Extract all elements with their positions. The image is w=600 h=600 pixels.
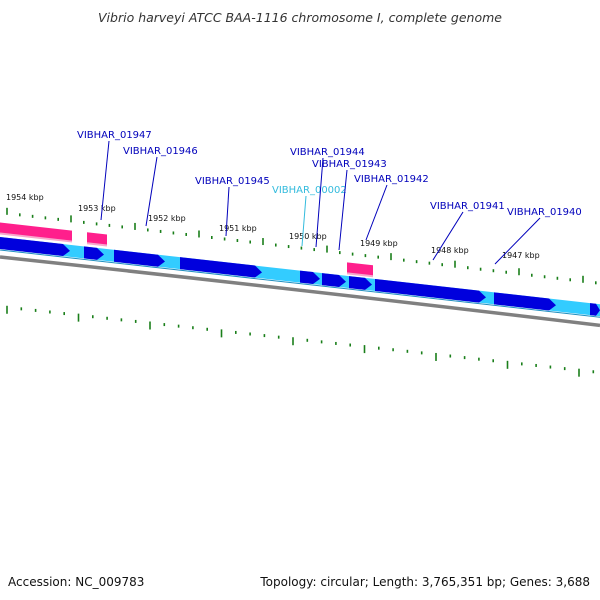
inner-tick-track xyxy=(6,305,595,377)
kbp-label: 1953 kbp xyxy=(78,204,116,213)
reverse-feature[interactable] xyxy=(347,262,373,277)
gene-label-leader xyxy=(301,195,307,247)
gene-label-leader xyxy=(338,169,348,251)
kbp-label: 1949 kbp xyxy=(360,239,398,248)
outer-tick-track xyxy=(6,207,597,285)
kbp-label: 1951 kbp xyxy=(219,224,257,233)
gene-label-leader xyxy=(225,186,230,237)
gene-label-leader xyxy=(100,140,110,221)
gene-label[interactable]: VIBHAR_01941 xyxy=(430,201,505,212)
gene-label[interactable]: VIBHAR_01947 xyxy=(77,130,152,141)
kbp-label: 1952 kbp xyxy=(148,214,186,223)
topology-label: Topology: circular; Length: 3,765,351 bp… xyxy=(260,575,590,589)
gene-label-leader xyxy=(432,211,464,261)
reverse-feature-shadow xyxy=(346,272,374,278)
cds-feature[interactable] xyxy=(375,279,486,303)
map-title: Vibrio harveyi ATCC BAA-1116 chromosome … xyxy=(98,10,502,25)
gene-label-leader xyxy=(494,217,541,265)
reverse-feature[interactable] xyxy=(0,222,72,242)
cds-feature[interactable] xyxy=(322,273,346,287)
gene-label-leader xyxy=(315,157,324,248)
kbp-label: 1948 kbp xyxy=(431,246,469,255)
gene-label[interactable]: VIBHAR_01942 xyxy=(354,174,429,185)
cds-feature[interactable] xyxy=(349,276,372,290)
gene-label[interactable]: VIBHAR_01944 xyxy=(290,147,365,158)
reverse-feature-track xyxy=(0,222,374,278)
backbone-track xyxy=(0,255,600,328)
cds-feature[interactable] xyxy=(300,270,320,285)
gene-label[interactable]: VIBHAR_01940 xyxy=(507,207,582,218)
reverse-feature[interactable] xyxy=(87,232,107,246)
cds-feature[interactable] xyxy=(590,303,600,316)
cds-feature[interactable] xyxy=(180,257,262,278)
kbp-label: 1950 kbp xyxy=(289,232,327,241)
gene-label[interactable]: VIBHAR_01943 xyxy=(312,159,387,170)
gene-label-leader xyxy=(145,156,158,227)
gene-label[interactable]: VIBHAR_01945 xyxy=(195,176,270,187)
kbp-label: 1954 kbp xyxy=(6,193,44,202)
cds-feature[interactable] xyxy=(0,237,70,257)
gene-label[interactable]: VIBHAR_00002 xyxy=(272,185,347,196)
reverse-feature-shadow xyxy=(0,232,73,243)
kbp-label: 1947 kbp xyxy=(502,251,540,260)
cds-feature[interactable] xyxy=(494,292,556,311)
cds-feature[interactable] xyxy=(114,249,165,267)
forward-lane-edge xyxy=(0,249,600,318)
gene-label-leader xyxy=(365,184,388,241)
forward-cds-track xyxy=(0,237,600,318)
gene-label[interactable]: VIBHAR_01946 xyxy=(123,146,198,157)
accession-label: Accession: NC_009783 xyxy=(8,575,145,589)
cds-feature[interactable] xyxy=(84,246,104,260)
reverse-feature-shadow xyxy=(86,242,108,247)
label-layer: 1954 kbp 1953 kbp 1952 kbp 1951 kbp 1950 kbp… xyxy=(6,130,582,265)
backbone-line xyxy=(0,255,600,328)
